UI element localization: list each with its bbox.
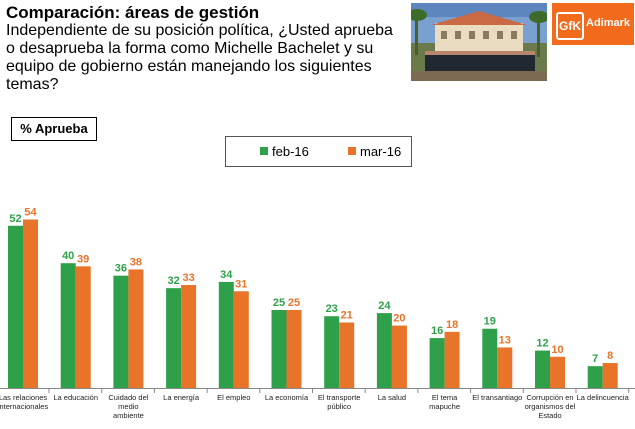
category-label-10: Corrupción en organismos del Estado	[525, 393, 576, 420]
value-label-mar-10: 10	[551, 344, 563, 356]
bar-mar-9	[497, 347, 513, 388]
category-label-2: Cuidado del medio ambiente	[108, 393, 148, 420]
chart-legend: feb-16 mar-16	[225, 136, 412, 167]
category-label-4: El empleo	[217, 393, 250, 402]
value-label-feb-4: 34	[220, 269, 233, 281]
category-label-11: La delincuencia	[577, 393, 630, 402]
bar-feb-9	[482, 328, 498, 388]
adimark-logo-text: Adimark	[586, 17, 631, 29]
value-label-feb-6: 23	[326, 303, 338, 315]
question-text: Independiente de su posición política, ¿…	[6, 22, 393, 93]
category-label-9: El transantiago	[472, 393, 522, 402]
value-label-feb-0: 52	[9, 213, 21, 225]
bar-mar-11	[602, 363, 618, 388]
category-label-0: Las relaciones internacionales	[0, 393, 48, 411]
value-label-mar-5: 25	[288, 297, 300, 309]
value-label-feb-11: 7	[592, 353, 598, 365]
approval-badge: % Aprueba	[11, 117, 97, 141]
bar-mar-0	[23, 219, 38, 388]
value-label-mar-1: 39	[77, 253, 89, 265]
legend-item-feb: feb-16	[260, 144, 309, 159]
value-label-feb-10: 12	[536, 338, 548, 350]
value-label-feb-3: 32	[167, 275, 179, 287]
bar-feb-7	[376, 313, 392, 388]
value-label-mar-11: 8	[607, 350, 613, 362]
gfk-logo-mark: GfK	[556, 12, 584, 40]
legend-swatch-feb	[260, 147, 268, 155]
bar-feb-0	[8, 225, 23, 388]
bar-feb-10	[535, 350, 550, 388]
bar-feb-6	[324, 316, 340, 388]
government-photo	[411, 3, 547, 81]
bar-mar-4	[233, 291, 249, 388]
bar-mar-1	[75, 266, 91, 388]
bar-mar-5	[286, 310, 302, 388]
category-label-3: La energía	[163, 393, 200, 402]
legend-label-mar: mar-16	[360, 144, 402, 159]
bar-mar-6	[339, 322, 355, 388]
bar-feb-1	[60, 263, 76, 388]
value-label-mar-2: 38	[130, 256, 142, 268]
category-label-6: El transporte público	[318, 393, 361, 411]
value-label-mar-9: 13	[499, 334, 511, 346]
value-label-mar-7: 20	[393, 313, 405, 325]
bar-feb-3	[166, 288, 182, 388]
value-label-feb-9: 19	[484, 316, 496, 328]
bar-mar-8	[444, 331, 460, 388]
category-label-1: La educación	[53, 393, 98, 402]
value-label-feb-7: 24	[378, 300, 391, 312]
bar-feb-11	[587, 366, 603, 388]
bar-feb-8	[429, 338, 445, 388]
bar-feb-5	[271, 310, 287, 388]
value-label-mar-8: 18	[446, 319, 458, 331]
value-label-mar-4: 31	[235, 278, 247, 290]
bar-feb-4	[218, 281, 234, 388]
value-label-mar-3: 33	[182, 272, 194, 284]
category-label-7: La salud	[378, 393, 406, 402]
value-label-feb-1: 40	[62, 250, 74, 262]
gfk-adimark-logo: GfK Adimark	[552, 3, 634, 45]
value-label-mar-6: 21	[341, 309, 353, 321]
legend-swatch-mar	[348, 147, 356, 155]
page-title: Comparación: áreas de gestión	[6, 3, 260, 22]
value-label-feb-8: 16	[431, 325, 443, 337]
value-label-feb-2: 36	[115, 263, 127, 275]
bar-mar-3	[181, 285, 197, 388]
value-label-mar-0: 54	[24, 207, 37, 219]
category-label-8: El tema mapuche	[429, 393, 460, 411]
category-label-5: La economía	[265, 393, 309, 402]
bar-feb-2	[113, 275, 129, 388]
bar-mar-7	[391, 325, 407, 388]
legend-label-feb: feb-16	[272, 144, 309, 159]
bar-mar-10	[550, 356, 565, 388]
bar-mar-2	[128, 269, 144, 388]
value-label-feb-5: 25	[273, 297, 285, 309]
legend-item-mar: mar-16	[348, 144, 401, 159]
